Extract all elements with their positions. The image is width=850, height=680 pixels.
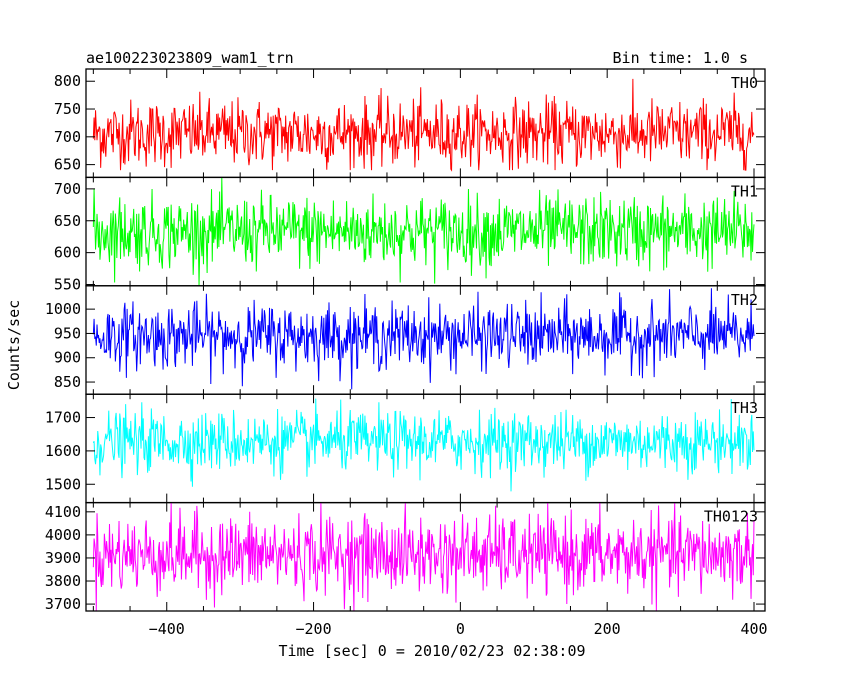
y-tick-label: 550 xyxy=(54,276,81,294)
y-tick-label: 1500 xyxy=(45,475,81,493)
x-tick-label: −200 xyxy=(295,620,331,638)
y-tick-label: 650 xyxy=(54,212,81,230)
x-tick-label: 0 xyxy=(456,620,465,638)
panel-th2: 850 900 950 1000 TH2 xyxy=(45,285,766,395)
panels: 650 700 750 800 TH0 550 600 650 700 TH1 850 900 950 1… xyxy=(45,68,766,613)
series-label-th0: TH0 xyxy=(731,74,758,92)
y-tick-label: 1600 xyxy=(45,442,81,460)
x-tick-label: −400 xyxy=(149,620,185,638)
y-tick-label: 650 xyxy=(54,156,81,174)
x-tick-label: 400 xyxy=(740,620,767,638)
y-tick-label: 600 xyxy=(54,244,81,262)
y-tick-label: 750 xyxy=(54,100,81,118)
y-tick-label: 1700 xyxy=(45,409,81,427)
series-line-th2 xyxy=(92,288,755,390)
y-tick-label: 700 xyxy=(54,128,81,146)
panel-th0: 650 700 750 800 TH0 xyxy=(54,68,766,179)
series-label-th0123: TH0123 xyxy=(704,508,758,526)
y-tick-label: 1000 xyxy=(45,300,81,318)
y-tick-label: 3900 xyxy=(45,549,81,567)
series-line-th1 xyxy=(92,177,755,286)
series-line-th3 xyxy=(92,398,755,492)
bin-time-label: Bin time: 1.0 s xyxy=(613,49,748,67)
panel-th3: 1500 1600 1700 TH3 xyxy=(45,393,766,504)
y-tick-label: 900 xyxy=(54,349,81,367)
y-axis-label: Counts/sec xyxy=(5,300,23,390)
panel-th0123: 3700 3800 3900 4000 4100 TH0123 xyxy=(45,501,766,613)
y-tick-label: 4000 xyxy=(45,526,81,544)
plot-title: ae100223023809_wam1_trn xyxy=(86,49,294,67)
y-tick-label: 3700 xyxy=(45,595,81,613)
series-label-th2: TH2 xyxy=(731,291,758,309)
series-line-th0 xyxy=(92,78,755,172)
y-tick-label: 4100 xyxy=(45,503,81,521)
y-tick-label: 800 xyxy=(54,72,81,90)
y-tick-label: 700 xyxy=(54,180,81,198)
y-tick-label: 850 xyxy=(54,373,81,391)
series-line-th0123 xyxy=(92,502,755,612)
y-tick-label: 950 xyxy=(54,324,81,342)
y-tick-label: 3800 xyxy=(45,572,81,590)
x-tick-label: 200 xyxy=(594,620,621,638)
x-tick-labels: −400 −200 0 200 400 xyxy=(149,620,768,638)
panel-frame xyxy=(85,501,766,612)
x-axis-label: Time [sec] 0 = 2010/02/23 02:38:09 xyxy=(278,642,585,660)
panel-th1: 550 600 650 700 TH1 xyxy=(54,176,766,294)
series-label-th3: TH3 xyxy=(731,399,758,417)
series-label-th1: TH1 xyxy=(731,182,758,200)
